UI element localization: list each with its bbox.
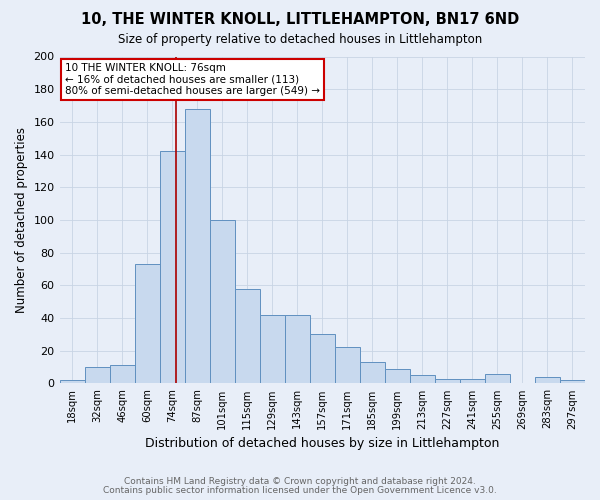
Text: Contains HM Land Registry data © Crown copyright and database right 2024.: Contains HM Land Registry data © Crown c… bbox=[124, 477, 476, 486]
Bar bbox=[485, 374, 510, 384]
Bar bbox=[460, 378, 485, 384]
Bar bbox=[185, 109, 209, 384]
Text: 10 THE WINTER KNOLL: 76sqm
← 16% of detached houses are smaller (113)
80% of sem: 10 THE WINTER KNOLL: 76sqm ← 16% of deta… bbox=[65, 63, 320, 96]
Bar bbox=[110, 366, 134, 384]
Bar bbox=[59, 380, 85, 384]
Bar bbox=[385, 368, 410, 384]
Bar bbox=[134, 264, 160, 384]
Bar bbox=[335, 348, 360, 384]
Text: Size of property relative to detached houses in Littlehampton: Size of property relative to detached ho… bbox=[118, 32, 482, 46]
Bar bbox=[285, 315, 310, 384]
Bar bbox=[235, 288, 260, 384]
Bar bbox=[209, 220, 235, 384]
Bar bbox=[260, 315, 285, 384]
X-axis label: Distribution of detached houses by size in Littlehampton: Distribution of detached houses by size … bbox=[145, 437, 499, 450]
Y-axis label: Number of detached properties: Number of detached properties bbox=[15, 127, 28, 313]
Bar bbox=[410, 376, 435, 384]
Bar bbox=[560, 380, 585, 384]
Bar bbox=[160, 152, 185, 384]
Bar bbox=[435, 378, 460, 384]
Bar bbox=[360, 362, 385, 384]
Bar bbox=[535, 377, 560, 384]
Bar bbox=[310, 334, 335, 384]
Text: Contains public sector information licensed under the Open Government Licence v3: Contains public sector information licen… bbox=[103, 486, 497, 495]
Text: 10, THE WINTER KNOLL, LITTLEHAMPTON, BN17 6ND: 10, THE WINTER KNOLL, LITTLEHAMPTON, BN1… bbox=[81, 12, 519, 28]
Bar bbox=[85, 367, 110, 384]
